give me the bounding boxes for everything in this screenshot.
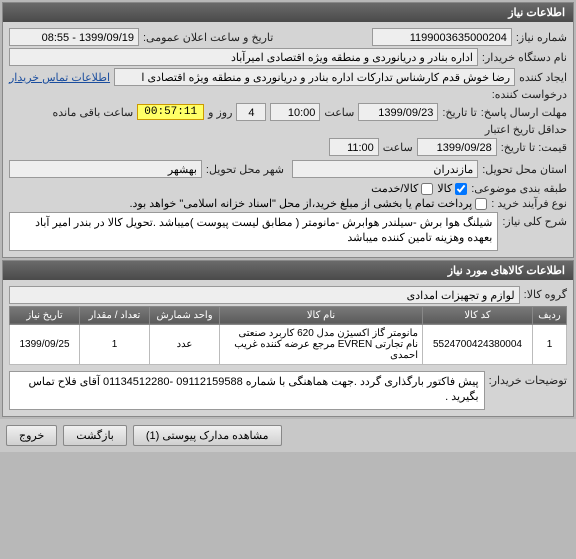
th-name: نام کالا (220, 306, 423, 324)
value-need-no: 1199003635000204 (372, 28, 512, 46)
cell-qty: 1 (80, 324, 150, 364)
table-row[interactable]: 1 5524700424380004 مانومتر گاز اکسیژن مد… (10, 324, 567, 364)
value-creator: رضا خوش قدم کارشناس تدارکات اداره بنادر … (114, 68, 515, 86)
label-buyer-desc: توضیحات خریدار: (489, 371, 567, 387)
label-price-until: قیمت: تا تاریخ: (501, 141, 567, 154)
cell-date: 1399/09/25 (10, 324, 80, 364)
checkbox-process[interactable]: پرداخت تمام یا بخشی از مبلغ خرید،از محل … (129, 197, 487, 210)
countdown-timer: 00:57:11 (137, 104, 204, 120)
items-table: ردیف کد کالا نام کالا واحد شمارش تعداد /… (9, 306, 567, 365)
value-state: مازندران (292, 160, 478, 178)
buyer-contact-link[interactable]: اطلاعات تماس خریدار (9, 71, 110, 84)
cell-unit: عدد (150, 324, 220, 364)
value-need-desc: شیلنگ هوا برش -سیلندر هوابرش -مانومتر ( … (9, 212, 498, 251)
label-until-1: تا تاریخ: (442, 106, 476, 119)
value-reply-date: 1399/09/23 (358, 103, 438, 121)
label-remaining: ساعت باقی مانده (53, 106, 134, 119)
checkbox-service-input[interactable] (421, 183, 433, 195)
label-process-type: نوع فرآیند خرید : (491, 197, 567, 210)
th-code: کد کالا (423, 306, 533, 324)
label-city: شهر محل تحویل: (206, 163, 284, 176)
checkbox-process-label: پرداخت تمام یا بخشی از مبلغ خرید،از محل … (129, 197, 472, 210)
label-state: استان محل تحویل: (482, 163, 567, 176)
value-valid-time: 11:00 (329, 138, 379, 156)
th-date: تاریخ نیاز (10, 306, 80, 324)
label-valid-min: حداقل تاریخ اعتبار (472, 123, 567, 136)
button-bar: مشاهده مدارک پیوستی (1) بازگشت خروج (0, 419, 576, 452)
panel-header-items: اطلاعات کالاهای مورد نیاز (3, 261, 573, 280)
exit-button[interactable]: خروج (6, 425, 57, 446)
value-buyer-desc: پیش فاکتور بارگذاری گردد .جهت هماهنگی با… (9, 371, 485, 410)
label-goods-group: گروه کالا: (524, 288, 567, 301)
checkbox-goods[interactable]: کالا (437, 182, 467, 195)
checkbox-goods-input[interactable] (455, 183, 467, 195)
items-panel: اطلاعات کالاهای مورد نیاز گروه کالا: لوا… (2, 260, 574, 417)
checkbox-service[interactable]: کالا/خدمت (371, 182, 433, 195)
label-need-no: شماره نیاز: (516, 31, 567, 44)
label-need-desc: شرح کلی نیاز: (502, 212, 567, 228)
label-announce: تاریخ و ساعت اعلان عمومی: (143, 31, 273, 44)
value-valid-date: 1399/09/28 (417, 138, 497, 156)
label-time-2: ساعت (383, 141, 413, 154)
cell-code: 5524700424380004 (423, 324, 533, 364)
label-buyer-org: نام دستگاه خریدار: (482, 51, 567, 64)
cell-name: مانومتر گاز اکسیژن مدل 620 کاربرد صنعتی … (220, 324, 423, 364)
checkbox-process-input[interactable] (475, 198, 487, 210)
th-qty: تعداد / مقدار (80, 306, 150, 324)
value-reply-time: 10:00 (270, 103, 320, 121)
label-applicant: درخواست کننده: (492, 88, 567, 101)
th-unit: واحد شمارش (150, 306, 220, 324)
label-and: روز و (208, 106, 232, 119)
checkbox-goods-label: کالا (437, 182, 452, 195)
label-creator: ایجاد کننده (519, 71, 567, 84)
value-city: بهشهر (9, 160, 202, 178)
value-days: 4 (236, 103, 266, 121)
attachments-button[interactable]: مشاهده مدارک پیوستی (1) (133, 425, 282, 446)
checkbox-service-label: کالا/خدمت (371, 182, 418, 195)
cell-idx: 1 (533, 324, 567, 364)
back-button[interactable]: بازگشت (63, 425, 127, 446)
value-announce: 1399/09/19 - 08:55 (9, 28, 139, 46)
table-header-row: ردیف کد کالا نام کالا واحد شمارش تعداد /… (10, 306, 567, 324)
th-idx: ردیف (533, 306, 567, 324)
label-reply-deadline: مهلت ارسال پاسخ: (481, 106, 567, 119)
panel-header-info: اطلاعات نیاز (3, 3, 573, 22)
label-category: طبقه بندی موضوعی: (471, 182, 567, 195)
need-info-panel: اطلاعات نیاز شماره نیاز: 119900363500020… (2, 2, 574, 258)
label-time-1: ساعت (324, 106, 354, 119)
value-goods-group: لوازم و تجهیزات امدادی (9, 286, 520, 304)
value-buyer-org: اداره بنادر و دریانوردی و منطقه ویژه اقت… (9, 48, 478, 66)
